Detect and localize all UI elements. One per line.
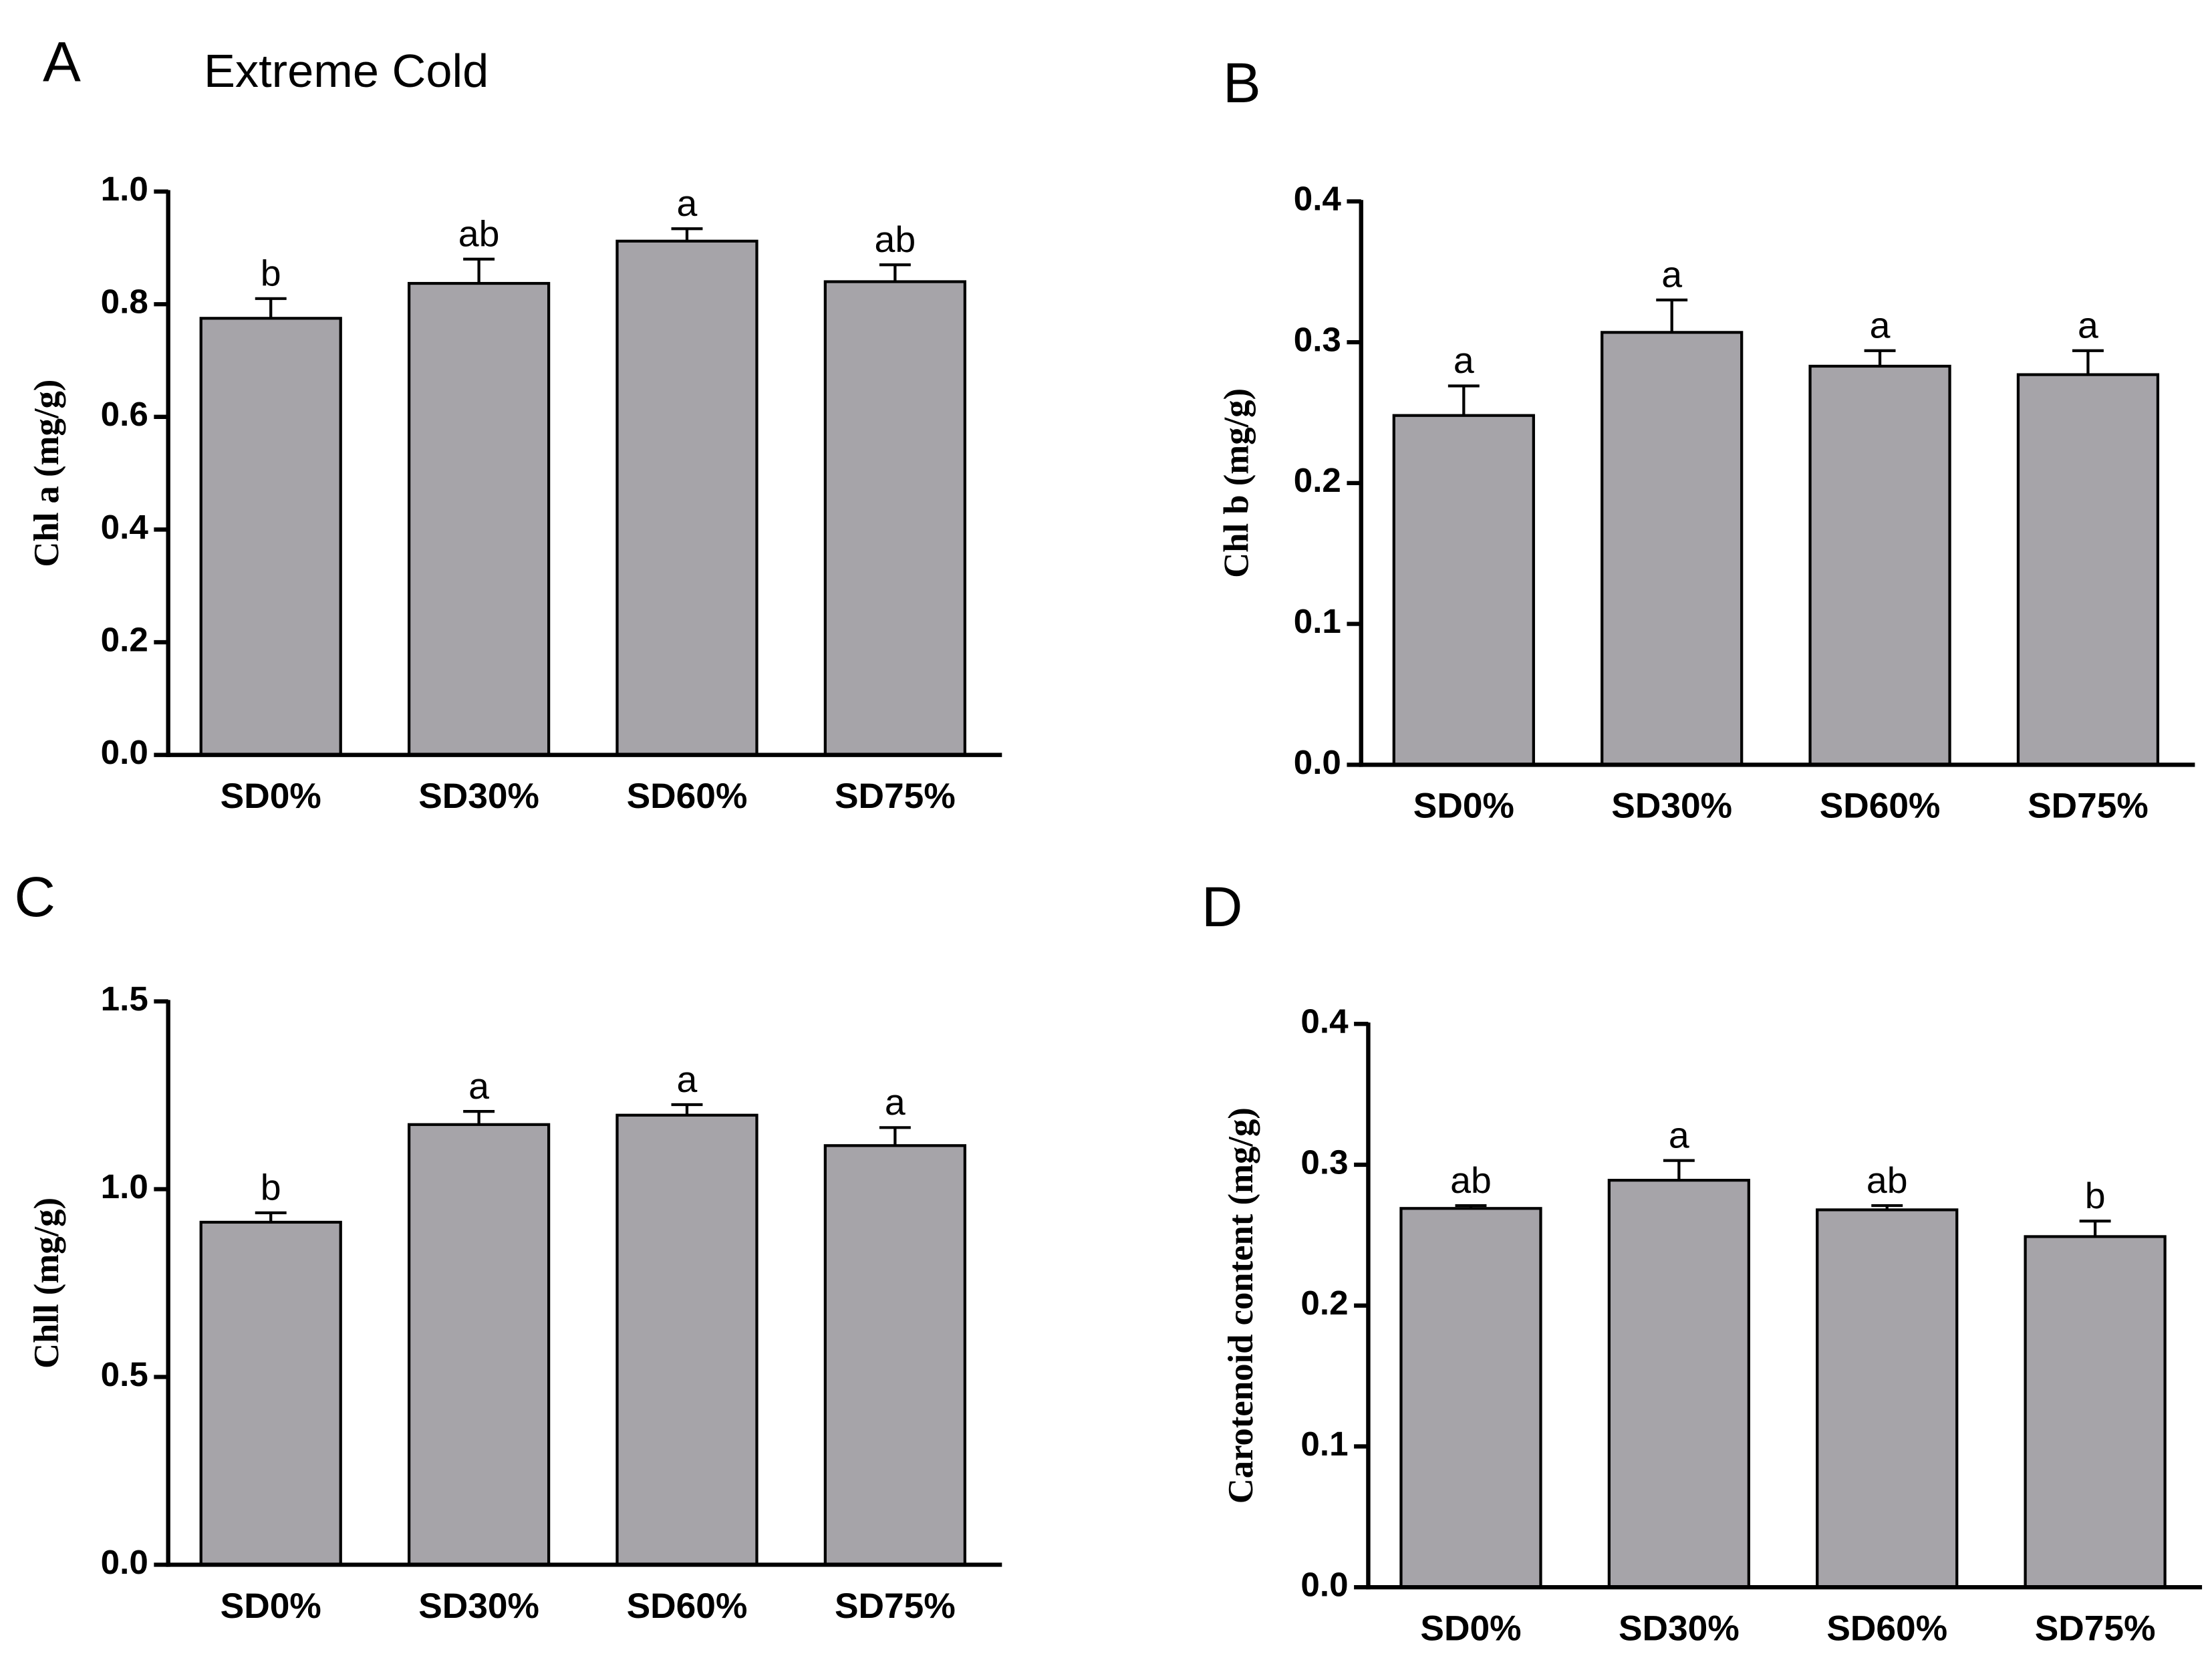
x-tick-label: SD60% [627,777,748,816]
significance-letter: a [677,182,698,224]
y-axis-label: Chl a (mg/g) [27,380,66,567]
significance-letter: a [2078,305,2098,346]
bar [823,280,966,756]
y-tick-label: 0.2 [1300,1284,1348,1322]
y-tick-label: 0.2 [1294,462,1341,500]
bar [2016,373,2160,766]
y-tick-label: 0.0 [101,1543,148,1581]
panel-label: A [43,30,81,93]
panel-label: D [1202,875,1243,938]
x-tick-label: SD0% [1413,787,1514,826]
significance-letter: b [2085,1175,2106,1216]
x-tick-label: SD75% [2028,787,2149,826]
y-tick-label: 0.1 [1300,1425,1348,1463]
significance-letter: a [1454,340,1474,382]
y-tick-label: 0.4 [1294,180,1342,218]
y-tick-label: 0.1 [1294,602,1341,640]
x-tick-label: SD0% [221,777,321,816]
significance-letter: b [261,253,281,294]
bar [615,239,758,756]
y-tick-label: 0.4 [1300,1002,1349,1040]
x-tick-label: SD30% [418,1586,539,1626]
bar [407,281,551,756]
significance-letter: ab [1450,1159,1492,1201]
bar [1607,1179,1750,1589]
significance-letter: a [1669,1115,1689,1156]
x-tick-label: SD0% [1420,1609,1521,1649]
y-tick-label: 0.3 [1300,1143,1348,1181]
y-tick-label: 1.5 [101,980,148,1018]
x-tick-label: SD75% [835,1586,956,1626]
bar [2024,1235,2167,1589]
bar [1399,1207,1542,1589]
significance-letter: ab [458,213,500,255]
x-tick-label: SD60% [627,1586,748,1626]
bar [199,1220,342,1566]
bar [199,317,342,756]
significance-letter: a [1870,305,1891,346]
x-tick-label: SD75% [835,777,956,816]
y-tick-label: 1.0 [101,170,148,208]
significance-letter: ab [875,219,916,260]
y-tick-label: 0.6 [101,395,148,433]
y-tick-label: 0.0 [101,733,148,771]
significance-letter: a [1661,254,1682,295]
x-tick-label: SD75% [2035,1609,2156,1649]
y-axis-label: Carotenoid content (mg/g) [1222,1107,1260,1504]
significance-letter: ab [1867,1159,1908,1201]
y-axis-label: Chl b (mg/g) [1217,388,1256,578]
bar [1816,1208,1959,1589]
x-tick-label: SD60% [1820,787,1941,826]
y-tick-label: 0.0 [1294,743,1341,781]
x-tick-label: SD60% [1826,1609,1947,1649]
bar [1601,331,1744,766]
x-tick-label: SD30% [418,777,539,816]
x-tick-label: SD30% [1611,787,1732,826]
bar [1808,364,1951,766]
x-tick-label: SD0% [221,1586,321,1626]
y-tick-label: 0.2 [101,621,148,659]
bar [407,1123,551,1566]
panel-label: B [1223,51,1261,114]
y-axis-label: Chll (mg/g) [27,1198,66,1369]
significance-letter: a [677,1059,698,1100]
bar [615,1113,758,1566]
y-tick-label: 0.3 [1294,321,1341,359]
significance-letter: b [261,1167,281,1208]
y-tick-label: 0.0 [1300,1566,1348,1604]
panel-label: C [14,865,55,928]
x-tick-label: SD30% [1619,1609,1740,1649]
y-tick-label: 0.5 [101,1355,148,1393]
y-tick-label: 1.0 [101,1167,148,1206]
y-tick-label: 0.8 [101,283,148,321]
y-tick-label: 0.4 [101,508,149,546]
significance-letter: a [885,1081,906,1123]
significance-letter: a [468,1065,489,1107]
chart-title: Extreme Cold [204,45,489,97]
bar [823,1144,966,1566]
bar [1392,414,1535,766]
